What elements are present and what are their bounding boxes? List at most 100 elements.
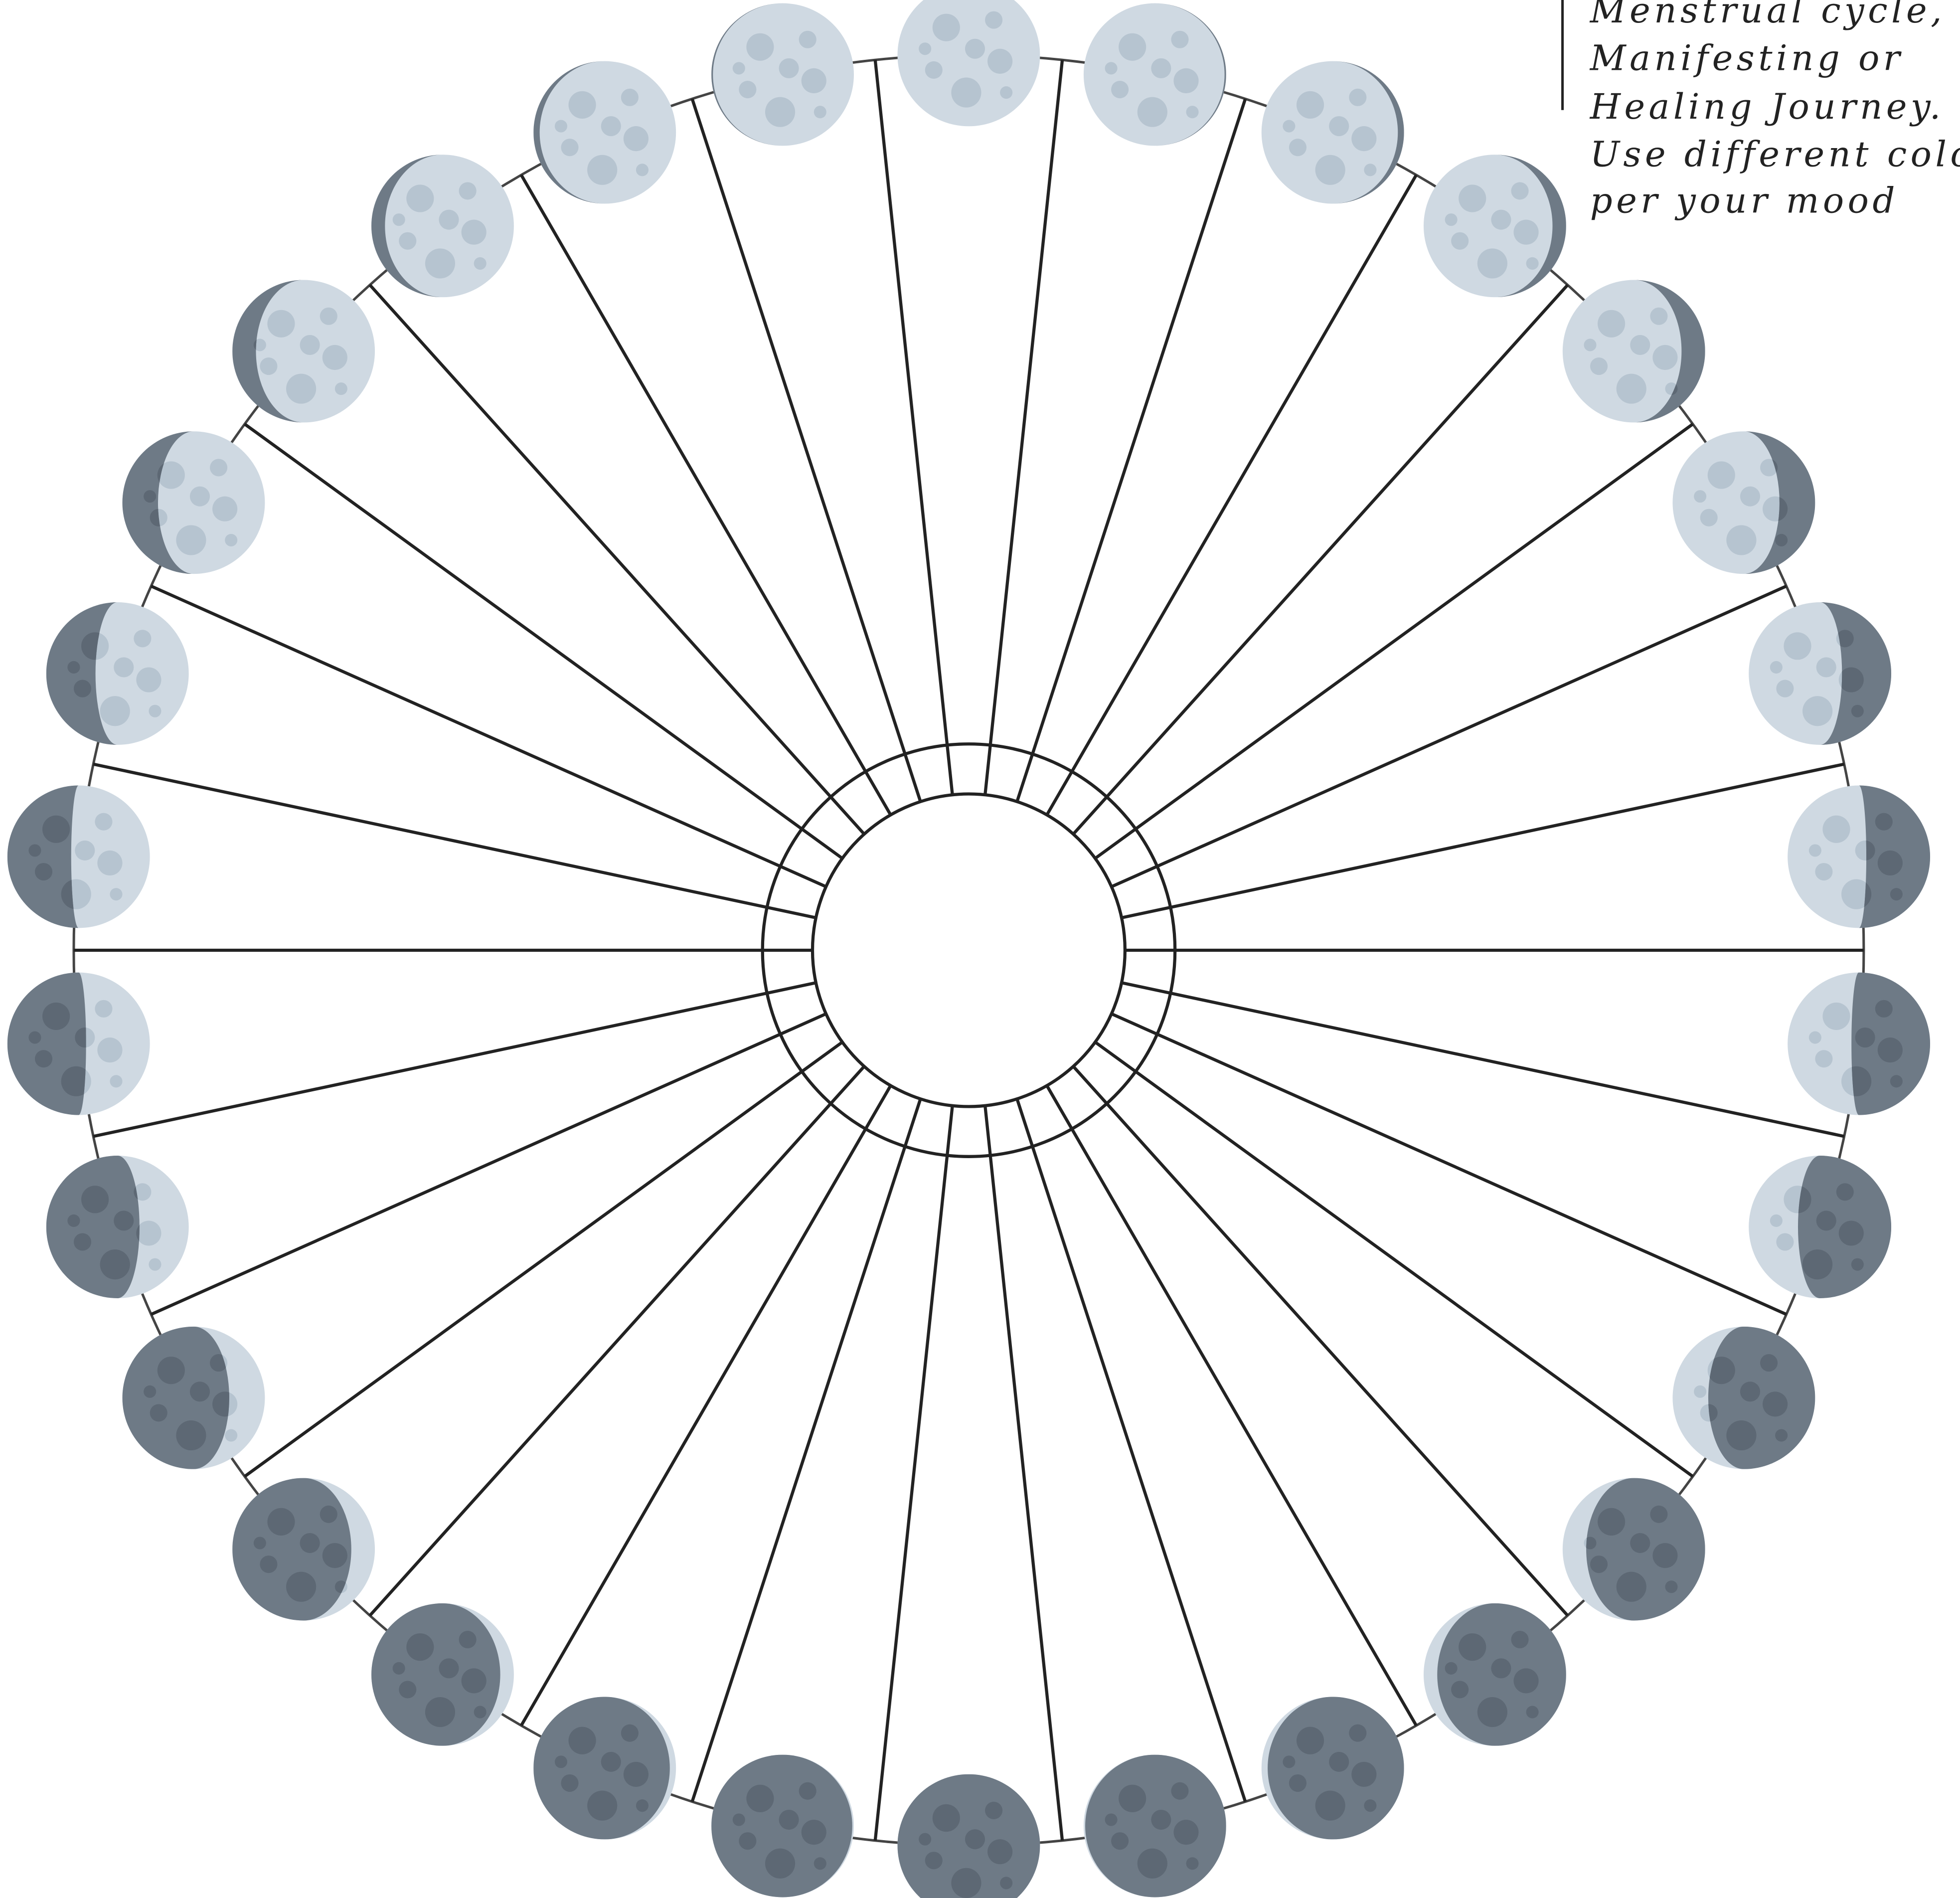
crater (555, 1755, 567, 1768)
crater (1598, 310, 1625, 338)
crater (765, 97, 795, 127)
crater (1283, 120, 1295, 133)
crater (1740, 487, 1760, 507)
spoke (151, 586, 826, 887)
crater (987, 1839, 1012, 1864)
crater (1822, 816, 1850, 843)
spoke (245, 1042, 842, 1476)
crater (1138, 97, 1167, 127)
crater (399, 232, 416, 250)
crater (1297, 91, 1324, 119)
spoke (875, 60, 953, 795)
moon (1748, 602, 1892, 745)
moon (711, 1754, 854, 1898)
crater (621, 1725, 639, 1742)
note-line: Manifesting or (1589, 37, 1904, 78)
note: Menstrual cycle, Manifesting or Healing … (1589, 0, 1960, 221)
crater (1760, 1354, 1778, 1372)
crater (1652, 345, 1677, 370)
moon (232, 279, 375, 423)
crater (1836, 1183, 1854, 1201)
crater (779, 58, 799, 78)
crater (459, 1631, 477, 1648)
crater (267, 1508, 295, 1536)
crater (1617, 1572, 1646, 1602)
spoke (151, 1014, 826, 1315)
crater (1815, 1050, 1832, 1067)
crater (1650, 1506, 1667, 1523)
crater (190, 1381, 210, 1401)
crater (1890, 888, 1903, 900)
moon (1083, 2, 1227, 146)
crater (1652, 1543, 1677, 1568)
crater (1105, 62, 1118, 74)
moon (371, 1603, 514, 1746)
crater (1775, 534, 1788, 546)
moon (1423, 154, 1567, 298)
spoke (1122, 983, 1844, 1136)
moon (1672, 431, 1815, 574)
crater (933, 14, 960, 41)
crater (1111, 1832, 1129, 1850)
crater (1151, 58, 1171, 78)
spoke (985, 60, 1062, 795)
crater (1726, 525, 1756, 555)
crater (965, 39, 985, 59)
moon (1562, 1477, 1706, 1621)
crater (323, 1543, 347, 1568)
crater (636, 164, 649, 176)
crater (1315, 155, 1345, 185)
moon-wheel: Menstrual cycle, Manifesting or Healing … (0, 0, 1960, 1898)
crater (1770, 661, 1783, 674)
moon (371, 154, 514, 298)
spoke (245, 424, 842, 859)
crater (100, 696, 130, 726)
crater (406, 184, 434, 212)
moon (1261, 60, 1404, 204)
crater (1459, 1633, 1486, 1661)
crater (81, 1186, 109, 1213)
crater (1491, 1658, 1511, 1678)
crater (393, 1662, 405, 1675)
crater (1776, 1233, 1794, 1251)
crater (1526, 257, 1539, 270)
crater (212, 497, 237, 521)
crater (1809, 1032, 1821, 1044)
moon (122, 1326, 265, 1470)
crater (985, 11, 1002, 29)
crater (1815, 863, 1832, 880)
crater (951, 77, 981, 107)
crater (110, 1075, 122, 1087)
crater (1111, 81, 1129, 98)
crater (799, 31, 817, 48)
page: {"note": {"lines": ["Menstrual cycle,", … (0, 0, 1960, 1898)
spoke (1073, 1066, 1568, 1615)
crater (746, 1785, 774, 1812)
crater (802, 1820, 826, 1845)
moon (1787, 785, 1931, 928)
crater (1477, 1697, 1507, 1727)
crater (1851, 1258, 1864, 1271)
crater (462, 1668, 487, 1693)
crater (951, 1868, 981, 1898)
crater (42, 816, 70, 843)
crater (1000, 86, 1012, 99)
spoke (692, 1099, 921, 1802)
crater (100, 1249, 130, 1279)
spoke (692, 99, 921, 802)
crater (555, 120, 567, 133)
note-line: per your mood (1590, 180, 1899, 221)
crater (1822, 1003, 1850, 1030)
crater (1855, 1028, 1875, 1047)
crater (149, 1258, 161, 1271)
crater (1875, 1000, 1893, 1018)
spoke (1095, 424, 1693, 859)
crater (1315, 1791, 1345, 1821)
middle-ring (763, 744, 1175, 1157)
moon-disc (897, 0, 1040, 126)
crater (1451, 232, 1469, 250)
crater (636, 1799, 649, 1812)
crater (260, 1555, 277, 1573)
crater (1511, 182, 1529, 199)
crater (601, 116, 621, 136)
